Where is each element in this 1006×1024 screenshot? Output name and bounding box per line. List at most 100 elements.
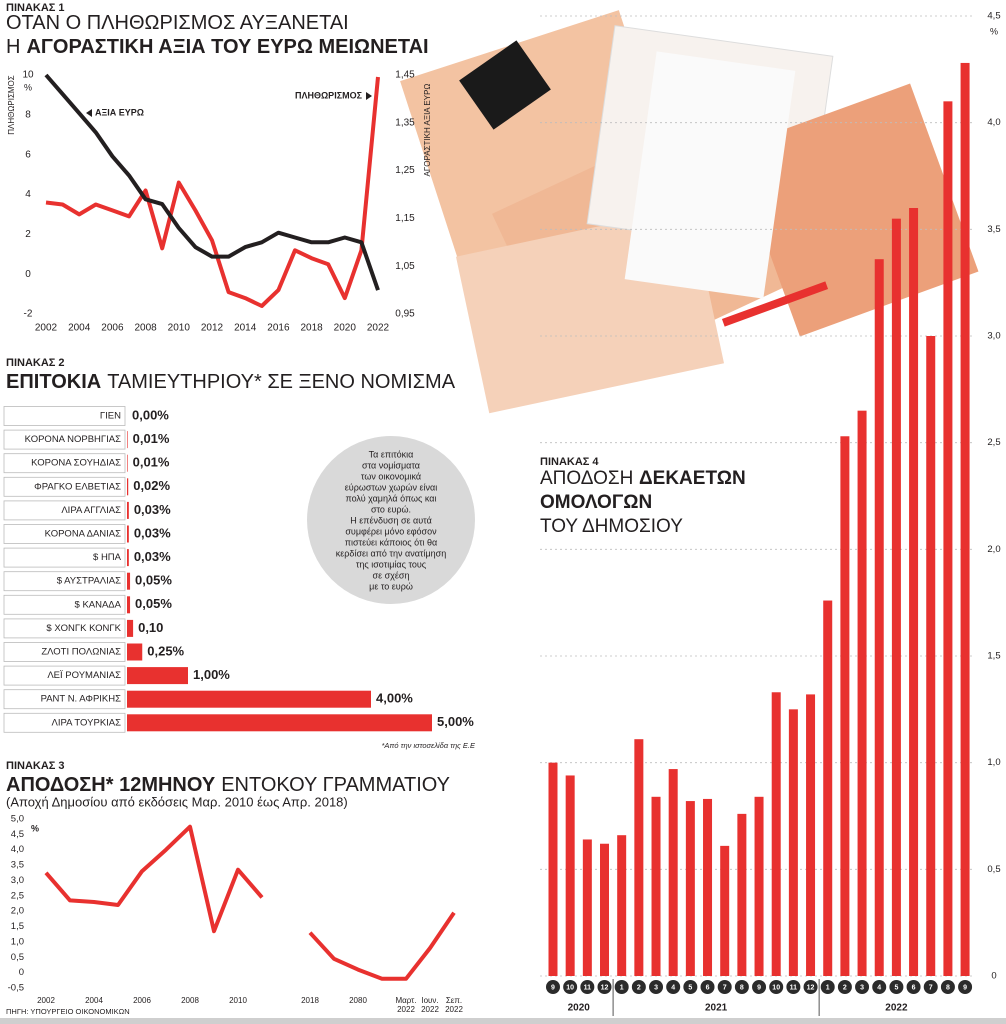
month-badge bbox=[563, 980, 578, 994]
month-badge bbox=[803, 980, 818, 994]
value-label: 0,01% bbox=[133, 431, 170, 446]
month-badge bbox=[614, 980, 629, 994]
category-label: ΛΕΪ ΡΟΥΜΑΝΙΑΣ bbox=[47, 670, 121, 681]
value-label: 0,03% bbox=[134, 502, 171, 517]
month-badge bbox=[923, 980, 938, 994]
chart-subtitle: (Αποχή Δημοσίου από εκδόσεις Μαρ. 2010 έ… bbox=[6, 794, 348, 809]
group-label: 2020 bbox=[568, 1003, 591, 1014]
bar bbox=[127, 525, 129, 543]
y-tick-label: 3,0 bbox=[987, 331, 1000, 342]
value-label: 0,05% bbox=[135, 573, 172, 588]
month-badge bbox=[958, 980, 973, 994]
value-label: 0,03% bbox=[134, 549, 171, 564]
note-text: σε σχέση bbox=[373, 570, 410, 580]
bar bbox=[127, 714, 432, 732]
chart-title-part: ΑΠΟΔΟΣΗ* 12ΜΗΝΟΥ bbox=[6, 774, 216, 796]
source: ΠΗΓΗ: ΥΠΟΥΡΓΕΙΟ ΟΙΚΟΝΟΜΙΚΩΝ bbox=[6, 1007, 130, 1016]
bar bbox=[771, 692, 781, 976]
category-label: ΛΙΡΑ ΤΟΥΡΚΙΑΣ bbox=[52, 717, 122, 728]
bar bbox=[127, 501, 129, 519]
y-tick-label: 4,0 bbox=[11, 844, 24, 855]
month-badge bbox=[837, 980, 852, 994]
month-badge bbox=[889, 980, 904, 994]
bar bbox=[960, 62, 970, 976]
footnote: *Από την ιστοσελίδα της Ε.Ε bbox=[381, 741, 476, 750]
month-badge bbox=[717, 980, 732, 994]
bar bbox=[617, 835, 627, 976]
x-tick-label: 2014 bbox=[234, 323, 257, 334]
euro-banknotes-photo bbox=[400, 10, 979, 414]
y-tick-label: 2 bbox=[25, 229, 31, 240]
y-axis-title: ΠΛΗΘΩΡΙΣΜΟΣ bbox=[7, 75, 16, 134]
y-tick-label: 0,5 bbox=[987, 864, 1000, 875]
x-tick-label: 9 bbox=[963, 984, 967, 991]
chart-title-part: ΑΓΟΡΑΣΤΙΚΗ ΑΞΙΑ ΤΟΥ ΕΥΡΩ ΜΕΙΩΝΕΤΑΙ bbox=[26, 36, 428, 58]
x-tick-label: 8 bbox=[740, 984, 744, 991]
month-badge bbox=[649, 980, 664, 994]
category-label: ΖΛΟΤΙ ΠΟΛΩΝΙΑΣ bbox=[41, 647, 121, 658]
value-label: 0,03% bbox=[134, 525, 171, 540]
x-tick-label: 2012 bbox=[201, 323, 224, 334]
month-badge bbox=[872, 980, 887, 994]
x-tick-label: Ιουν. 2022 bbox=[421, 996, 439, 1014]
bar bbox=[127, 596, 131, 614]
y-tick-label: 3,5 bbox=[11, 860, 24, 871]
chart-title-part: ΑΠΟΔΟΣΗ bbox=[540, 468, 633, 489]
x-tick-label: 6 bbox=[912, 984, 916, 991]
x-tick-label: 4 bbox=[671, 984, 675, 991]
note-text: της ισοτιμίας τους bbox=[356, 559, 427, 569]
bar bbox=[806, 694, 816, 976]
month-badge bbox=[820, 980, 835, 994]
chart-title-part: ΔΕΚΑΕΤΩΝ bbox=[639, 468, 746, 489]
bar bbox=[127, 478, 129, 496]
category-label: ΦΡΑΓΚΟ ΕΛΒΕΤΙΑΣ bbox=[34, 481, 121, 492]
x-tick-label: 2080 bbox=[349, 996, 367, 1005]
line-series bbox=[44, 73, 380, 291]
note-text: πολύ χαμηλά όπως και bbox=[346, 493, 437, 503]
bar bbox=[874, 259, 884, 976]
chart-label: ΠΙΝΑΚΑΣ 4 bbox=[540, 456, 599, 468]
y2-tick-label: 1,35 bbox=[395, 117, 415, 128]
y2-tick-label: 1,15 bbox=[395, 213, 415, 224]
x-tick-label: 9 bbox=[757, 984, 761, 991]
chart-title-part: ΕΠΙΤΟΚΙΑ bbox=[6, 371, 101, 393]
chart-title: ΟΤΑΝ Ο ΠΛΗΘΩΡΙΣΜΟΣ ΑΥΞΑΝΕΤΑΙ bbox=[6, 12, 349, 34]
bar bbox=[857, 410, 867, 977]
bar bbox=[703, 798, 713, 976]
y-tick-label: 3,0 bbox=[11, 875, 24, 886]
month-badge bbox=[546, 980, 560, 994]
x-tick-label: 2 bbox=[843, 984, 847, 991]
bar bbox=[634, 739, 644, 976]
x-tick-label: 2006 bbox=[133, 996, 151, 1005]
chart-title: ΑΠΟΔΟΣΗ ΔΕΚΑΕΤΩΝ bbox=[540, 468, 746, 489]
note-text: των οικονομικά bbox=[361, 471, 421, 481]
bar bbox=[737, 813, 747, 976]
y-tick-label: 2,5 bbox=[987, 437, 1000, 448]
bar bbox=[668, 769, 678, 976]
x-tick-label: 2010 bbox=[168, 323, 191, 334]
bar bbox=[127, 549, 129, 567]
value-label: 0,00% bbox=[132, 407, 169, 422]
group-label: 2021 bbox=[705, 1003, 728, 1014]
category-label: ΚΟΡΟΝΑ ΝΟΡΒΗΓΙΑΣ bbox=[25, 434, 121, 445]
chart-title: ΑΠΟΔΟΣΗ* 12ΜΗΝΟΥ ΕΝΤΟΚΟΥ ΓΡΑΜΜΑΤΙΟΥ bbox=[6, 774, 450, 796]
line-series bbox=[45, 76, 380, 308]
category-label: $ ΑΥΣΤΡΑΛΙΑΣ bbox=[57, 576, 121, 587]
x-tick-label: 10 bbox=[566, 984, 574, 991]
month-badge bbox=[597, 980, 612, 994]
x-tick-label: Μαρτ. 2022 bbox=[395, 996, 417, 1014]
x-tick-label: 2020 bbox=[334, 323, 357, 334]
series-annotation: ΠΛΗΘΩΡΙΣΜΟΣ bbox=[295, 90, 363, 100]
bar bbox=[720, 845, 730, 976]
note-text: πιστεύει κάποιος ότι θα bbox=[345, 537, 437, 547]
chart-title-part: ΕΝΤΟΚΟΥ ΓΡΑΜΜΑΤΙΟΥ bbox=[221, 774, 450, 796]
category-box bbox=[3, 594, 126, 615]
x-tick-label: 3 bbox=[860, 984, 864, 991]
bar bbox=[754, 796, 764, 976]
x-tick-label: Σεπ. 2022 bbox=[445, 996, 463, 1014]
x-tick-label: 2004 bbox=[85, 996, 103, 1005]
note-text: στα νομίσματα bbox=[362, 460, 420, 470]
y-unit: % bbox=[990, 26, 998, 36]
y2-tick-label: 0,95 bbox=[395, 309, 415, 320]
bar bbox=[909, 208, 919, 976]
